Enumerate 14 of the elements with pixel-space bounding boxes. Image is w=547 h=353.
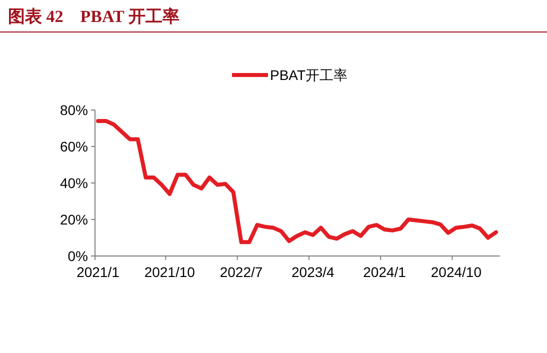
x-tick-label: 2023/4 (292, 264, 335, 280)
x-tick-label: 2021/1 (76, 264, 120, 280)
y-tick-label: 60% (60, 138, 88, 154)
x-tick-label: 2022/7 (220, 264, 263, 280)
y-tick-label: 0% (68, 248, 88, 264)
y-tick-label: 80% (60, 102, 88, 118)
x-tick-label: 2024/1 (363, 264, 406, 280)
x-tick-label: 2024/10 (430, 264, 482, 280)
y-tick-label: 20% (60, 212, 88, 228)
x-tick-label: 2021/10 (144, 264, 196, 280)
legend-label: PBAT开工率 (270, 67, 348, 83)
line-series (96, 118, 498, 244)
chart-title: 图表 42 PBAT 开工率 (8, 7, 180, 26)
y-tick-label: 40% (60, 175, 88, 191)
